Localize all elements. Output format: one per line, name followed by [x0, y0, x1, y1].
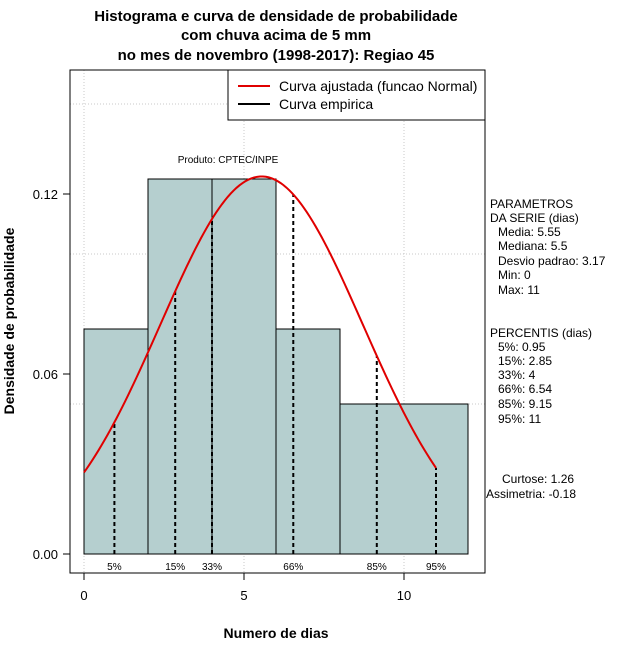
percentile-line: 95%: 11 [498, 412, 541, 426]
x-tick-label: 10 [397, 588, 411, 603]
param-line: Desvio padrao: 3.17 [498, 254, 606, 268]
histogram-bar [275, 328, 341, 555]
param-line: Min: 0 [498, 268, 531, 282]
x-tick-label: 0 [80, 588, 87, 603]
histogram-bar [83, 328, 149, 555]
percentile-line: 33%: 4 [498, 368, 536, 382]
shape-stats: Curtose: 1.26 Assimetria: -0.18 [486, 472, 576, 501]
percentile-label: 95% [426, 562, 446, 573]
percentile-label: 66% [283, 562, 303, 573]
percentile-label: 5% [107, 562, 122, 573]
legend-empirical-label: Curva empirica [279, 96, 373, 112]
x-axis-label: Numero de dias [223, 625, 328, 641]
kurtosis-text: Curtose: 1.26 [502, 472, 574, 486]
param-line: Max: 11 [498, 283, 540, 297]
product-annotation: Produto: CPTEC/INPE [178, 155, 279, 166]
percentile-line: 85%: 9.15 [498, 397, 552, 411]
y-tick-label: 0.12 [33, 187, 58, 202]
y-tick-label: 0.06 [33, 367, 58, 382]
param-line: Media: 5.55 [498, 225, 561, 239]
param-line: PARAMETROS [490, 197, 573, 211]
percentile-line: PERCENTIS (dias) [490, 326, 592, 340]
y-axis: 0.00 0.06 0.12 [33, 187, 71, 562]
legend-box [227, 69, 486, 121]
chart-title-line-3: no mes de novembro (1998-2017): Regiao 4… [118, 47, 435, 64]
legend: Curva ajustada (funcao Normal) Curva emp… [227, 69, 486, 121]
chart-title-line-1: Histograma e curva de densidade de proba… [94, 8, 457, 25]
histogram-bar [339, 403, 469, 555]
percentile-label: 33% [202, 562, 222, 573]
histogram-bars [83, 178, 469, 555]
histogram-bar [211, 178, 277, 555]
x-tick-label: 5 [240, 588, 247, 603]
percentile-markers: 5% 15% 33% 66% 85% 95% [107, 194, 446, 573]
chart-title: Histograma e curva de densidade de proba… [94, 8, 457, 64]
percentile-line: 66%: 6.54 [498, 382, 552, 396]
x-axis: 0 5 10 [80, 572, 411, 603]
param-line: Mediana: 5.5 [498, 239, 568, 253]
percentiles-panel: PERCENTIS (dias) 5%: 0.95 15%: 2.85 33%:… [490, 326, 592, 426]
skewness-text: Assimetria: -0.18 [486, 487, 576, 501]
histogram-bar [147, 178, 213, 555]
param-line: DA SERIE (dias) [490, 211, 579, 225]
chart-title-line-2: com chuva acima de 5 mm [181, 27, 371, 44]
percentile-label: 15% [165, 562, 185, 573]
series-parameters: PARAMETROS DA SERIE (dias) Media: 5.55 M… [490, 197, 606, 297]
percentile-label: 85% [367, 562, 387, 573]
legend-fitted-label: Curva ajustada (funcao Normal) [279, 78, 477, 94]
percentile-line: 5%: 0.95 [498, 340, 546, 354]
fitted-normal-curve [83, 175, 437, 474]
y-tick-label: 0.00 [33, 547, 58, 562]
percentile-line: 15%: 2.85 [498, 354, 552, 368]
y-axis-label: Densidade de probabilidade [1, 227, 17, 414]
